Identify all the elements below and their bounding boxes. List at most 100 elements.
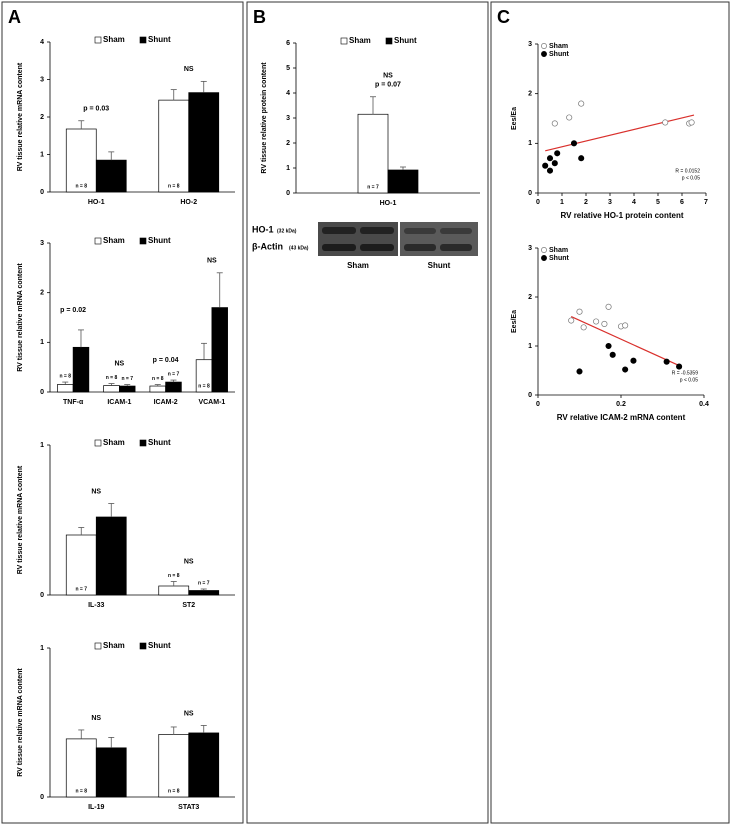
- blot-band: [322, 244, 356, 251]
- blot-band: [360, 227, 394, 234]
- y-tick-label: 0: [286, 190, 290, 197]
- n-label: n = 8: [75, 788, 87, 794]
- y-tick-label: 2: [40, 114, 44, 121]
- y-tick-label: 1: [40, 645, 44, 652]
- x-tick-label: 6: [680, 199, 684, 206]
- n-label: n = 8: [168, 573, 180, 579]
- y-axis-label: RV tissue relative mRNA content: [17, 465, 24, 574]
- blot-group-label: Shunt: [428, 261, 451, 270]
- legend-swatch: [340, 37, 348, 45]
- y-tick-label: 1: [528, 140, 532, 147]
- bar: [158, 585, 190, 596]
- n-label: n = 7: [121, 376, 133, 382]
- bar: [65, 128, 97, 193]
- annotation: p = 0.03: [83, 106, 109, 113]
- y-tick-label: 0: [40, 389, 44, 396]
- legend-label: Sham: [103, 641, 125, 650]
- n-label: n = 7: [75, 586, 87, 592]
- x-tick-label: STAT3: [178, 804, 199, 811]
- y-tick-label: 0: [40, 189, 44, 196]
- annotation: NS: [115, 360, 125, 367]
- point: [630, 357, 637, 364]
- n-label: n = 7: [105, 183, 117, 189]
- n-label: n = 7: [75, 383, 87, 389]
- legend-label: Shunt: [148, 35, 171, 44]
- point: [546, 167, 554, 174]
- point: [578, 155, 585, 162]
- legend-swatch: [139, 439, 147, 447]
- legend-swatch: [94, 439, 102, 447]
- x-tick-label: HO-2: [180, 199, 197, 206]
- x-tick-label: ST2: [182, 602, 195, 609]
- n-label: n = 7: [367, 184, 379, 190]
- x-tick-label: TNF-α: [63, 399, 84, 406]
- blot-band: [440, 244, 472, 251]
- legend-swatch: [385, 37, 393, 45]
- point: [542, 162, 549, 169]
- legend-label: Shunt: [148, 641, 171, 650]
- point: [688, 119, 695, 126]
- legend-marker: [541, 51, 547, 57]
- y-tick-label: 1: [40, 151, 44, 158]
- bar: [119, 385, 136, 393]
- bar: [188, 732, 220, 798]
- annotation: NS: [184, 710, 194, 717]
- point: [676, 363, 683, 370]
- annotation: p = 0.04: [153, 357, 179, 364]
- legend-label: Sham: [103, 35, 125, 44]
- point: [601, 320, 608, 328]
- legend-label: Sham: [349, 36, 371, 45]
- blot-band: [322, 227, 356, 234]
- n-label: n = 7: [198, 788, 210, 794]
- n-label: n = 8: [168, 183, 180, 189]
- x-tick-label: 5: [656, 199, 660, 206]
- n-label: n = 8: [198, 383, 210, 389]
- legend-marker: [541, 247, 547, 253]
- x-axis-label: RV relative ICAM-2 mRNA content: [557, 413, 686, 422]
- y-tick-label: 1: [40, 339, 44, 346]
- x-tick-label: VCAM-1: [198, 399, 225, 406]
- x-tick-label: 0: [536, 199, 540, 206]
- point: [554, 150, 561, 157]
- y-axis-label: RV tissue relative mRNA content: [17, 263, 24, 372]
- legend-swatch: [94, 642, 102, 650]
- legend-label: Shunt: [549, 255, 569, 262]
- y-tick-label: 2: [286, 140, 290, 147]
- legend-label: Shunt: [148, 236, 171, 245]
- bar: [103, 385, 120, 393]
- bar: [357, 113, 389, 194]
- annotation: NS: [383, 73, 393, 80]
- x-tick-label: 3: [608, 199, 612, 206]
- blot-band: [360, 244, 394, 251]
- y-tick-label: 0: [528, 392, 532, 399]
- panel-label: C: [497, 7, 510, 27]
- x-tick-label: IL-19: [88, 804, 104, 811]
- point: [578, 100, 585, 107]
- legend-label: Sham: [103, 438, 125, 447]
- legend-label: Shunt: [148, 438, 171, 447]
- bar: [188, 92, 220, 193]
- y-tick-label: 2: [40, 290, 44, 297]
- n-label: n = 8: [75, 183, 87, 189]
- y-tick-label: 3: [40, 76, 44, 83]
- n-label: n = 7: [198, 580, 210, 586]
- point: [662, 119, 669, 126]
- bar: [57, 384, 74, 393]
- bar: [95, 159, 127, 193]
- n-label: n = 8: [152, 376, 164, 382]
- blot-band: [404, 228, 436, 234]
- y-axis-label: Ees/Ea: [511, 310, 518, 333]
- x-tick-label: 1: [560, 199, 564, 206]
- legend-label: Sham: [103, 236, 125, 245]
- y-tick-label: 3: [528, 41, 532, 48]
- x-tick-label: 7: [704, 199, 708, 206]
- point: [546, 155, 554, 162]
- bar: [95, 747, 127, 798]
- annotation: NS: [91, 488, 101, 495]
- bar: [65, 534, 97, 596]
- n-label: n = 7: [168, 371, 180, 377]
- y-tick-label: 1: [286, 165, 290, 172]
- bar: [188, 590, 220, 596]
- x-tick-label: HO-1: [88, 199, 105, 206]
- panel-frame: [490, 1, 730, 824]
